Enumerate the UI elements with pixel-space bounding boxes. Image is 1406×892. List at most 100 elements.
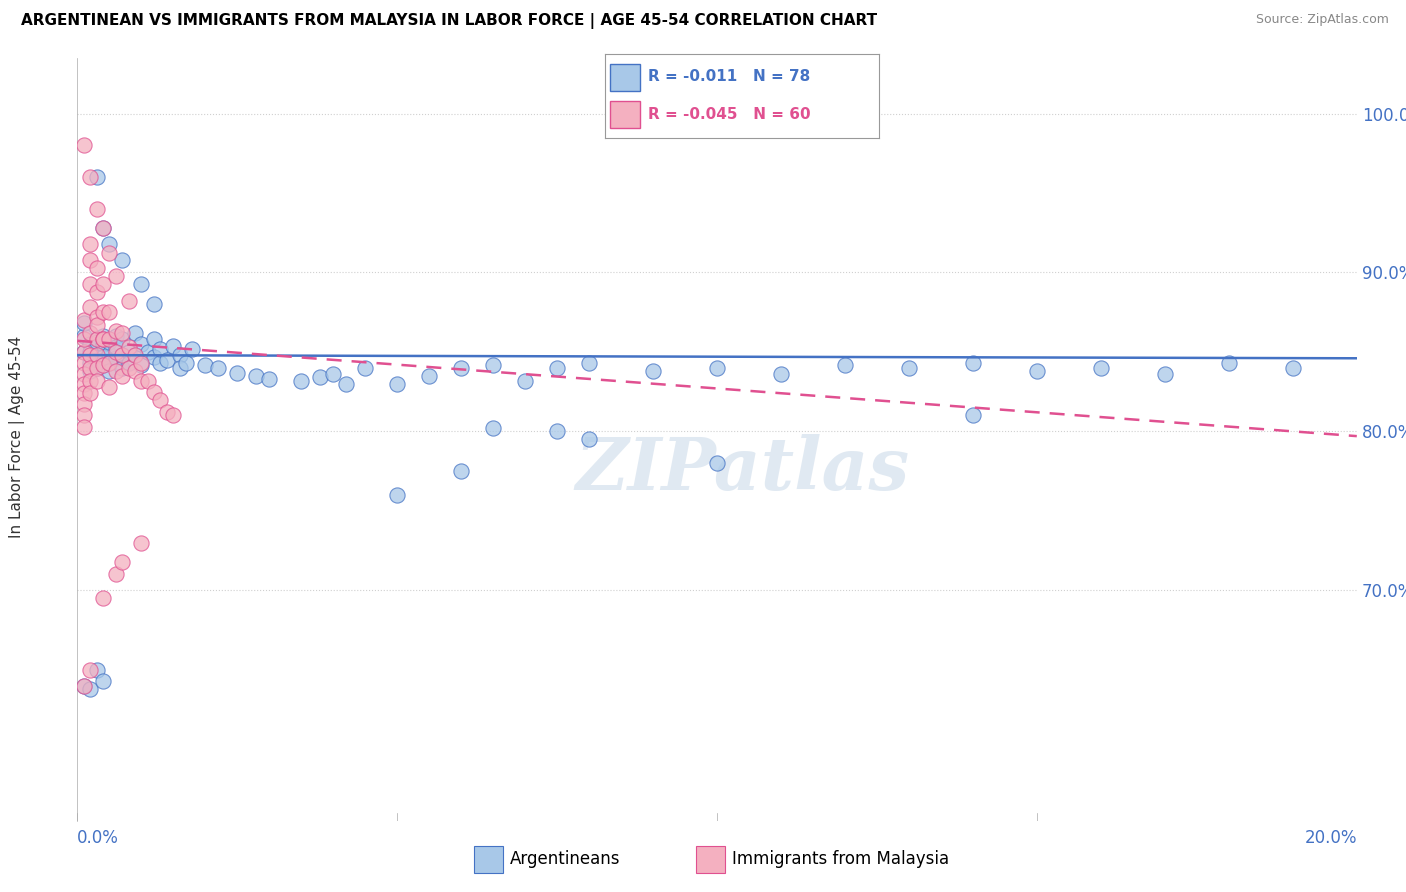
- Point: [79, 681, 101, 696]
- Point: [898, 360, 921, 375]
- Point: [73, 376, 96, 391]
- Point: [98, 346, 121, 360]
- Point: [546, 425, 568, 439]
- Point: [124, 348, 146, 362]
- Point: [385, 488, 409, 502]
- Point: [86, 352, 108, 367]
- Point: [98, 305, 121, 319]
- Point: [309, 370, 332, 384]
- Point: [104, 351, 127, 366]
- Text: R = -0.045   N = 60: R = -0.045 N = 60: [648, 107, 811, 121]
- Point: [73, 397, 96, 411]
- Point: [104, 567, 127, 582]
- Point: [73, 332, 96, 346]
- Point: [129, 277, 153, 291]
- Point: [226, 366, 249, 380]
- Point: [91, 591, 114, 606]
- Point: [73, 316, 96, 330]
- Point: [117, 360, 139, 375]
- Point: [91, 332, 114, 346]
- Point: [207, 360, 229, 375]
- Point: [129, 337, 153, 351]
- Point: [162, 338, 184, 352]
- Point: [86, 260, 108, 275]
- Point: [1090, 360, 1112, 375]
- Point: [169, 348, 191, 362]
- Point: [86, 332, 108, 346]
- Point: [104, 340, 127, 354]
- Point: [91, 277, 114, 291]
- FancyBboxPatch shape: [696, 847, 725, 872]
- Point: [91, 305, 114, 319]
- Point: [91, 332, 114, 346]
- Point: [79, 374, 101, 388]
- Point: [73, 679, 96, 693]
- Point: [578, 356, 600, 370]
- Text: In Labor Force | Age 45-54: In Labor Force | Age 45-54: [8, 336, 25, 538]
- Point: [174, 356, 197, 370]
- Point: [111, 360, 134, 375]
- Point: [86, 285, 108, 299]
- FancyBboxPatch shape: [610, 63, 640, 91]
- Point: [111, 368, 134, 383]
- FancyBboxPatch shape: [610, 101, 640, 128]
- Point: [290, 374, 312, 388]
- Point: [181, 342, 204, 356]
- Point: [111, 326, 134, 340]
- Point: [245, 368, 267, 383]
- Point: [129, 374, 153, 388]
- Point: [770, 367, 793, 381]
- Point: [79, 326, 101, 340]
- Point: [91, 358, 114, 372]
- Point: [86, 360, 108, 375]
- Point: [79, 348, 101, 362]
- Point: [79, 337, 101, 351]
- Point: [86, 310, 108, 324]
- Point: [149, 356, 172, 370]
- Point: [143, 297, 166, 311]
- Point: [194, 358, 217, 372]
- Point: [86, 348, 108, 362]
- Point: [482, 421, 505, 435]
- Point: [962, 356, 984, 370]
- Point: [91, 221, 114, 235]
- Point: [418, 368, 440, 383]
- Point: [322, 367, 344, 381]
- Point: [335, 376, 357, 391]
- Point: [86, 335, 108, 350]
- Point: [385, 376, 409, 391]
- Text: 0.0%: 0.0%: [77, 829, 120, 847]
- Point: [104, 324, 127, 338]
- Point: [578, 432, 600, 446]
- Point: [73, 313, 96, 327]
- Point: [1282, 360, 1305, 375]
- Point: [104, 268, 127, 283]
- Text: R = -0.011   N = 78: R = -0.011 N = 78: [648, 70, 811, 85]
- Point: [129, 356, 153, 370]
- Point: [79, 277, 101, 291]
- Point: [136, 345, 159, 359]
- Point: [136, 374, 159, 388]
- Point: [79, 364, 101, 378]
- Point: [1154, 367, 1177, 381]
- Point: [91, 673, 114, 688]
- Point: [124, 348, 146, 362]
- Point: [91, 329, 114, 343]
- Point: [117, 340, 139, 354]
- Point: [79, 252, 101, 267]
- Point: [706, 360, 728, 375]
- Point: [98, 335, 121, 350]
- Point: [91, 350, 114, 364]
- Point: [73, 679, 96, 693]
- Point: [98, 246, 121, 260]
- Point: [111, 348, 134, 362]
- Point: [515, 374, 537, 388]
- Point: [98, 236, 121, 251]
- Point: [482, 358, 505, 372]
- Point: [546, 360, 568, 375]
- Point: [79, 345, 101, 359]
- Text: Immigrants from Malaysia: Immigrants from Malaysia: [733, 850, 949, 868]
- Point: [149, 392, 172, 407]
- Point: [86, 374, 108, 388]
- Text: Argentineans: Argentineans: [510, 850, 620, 868]
